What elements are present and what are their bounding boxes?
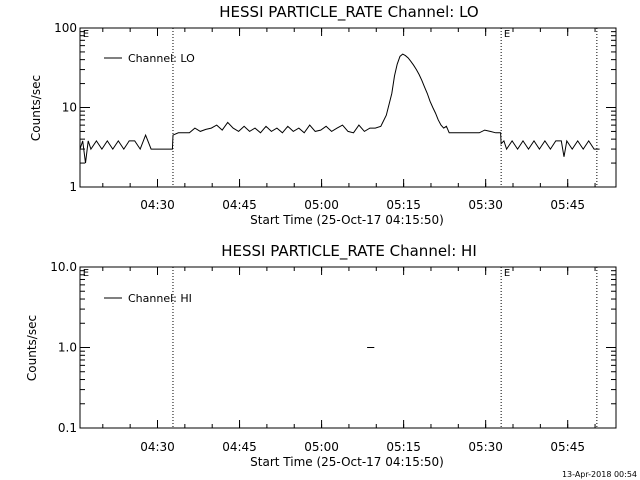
x-tick-label: 05:30 xyxy=(468,440,503,454)
legend-label: Channel: HI xyxy=(128,292,192,305)
x-tick-label: 05:15 xyxy=(386,440,421,454)
event-marker-label: E xyxy=(83,268,89,279)
event-marker-label: E xyxy=(83,29,89,40)
event-marker-label: E xyxy=(504,29,510,40)
y-tick-label: 0.1 xyxy=(58,421,77,435)
x-tick-label: 05:45 xyxy=(550,440,585,454)
y-tick-label: 10.0 xyxy=(50,260,77,274)
data-series xyxy=(79,53,600,164)
legend: Channel: LO xyxy=(104,52,195,65)
y-tick-label: 1.0 xyxy=(58,341,77,355)
timestamp: 13-Apr-2018 00:54 xyxy=(562,470,637,479)
x-tick-label: 05:00 xyxy=(304,440,339,454)
chart-title: HESSI PARTICLE_RATE Channel: HI xyxy=(221,242,477,261)
x-tick-label: 04:30 xyxy=(140,440,175,454)
axis-ticks: 04:30 04:45 05:00 05:15 05:30 05:45 1 10 100 xyxy=(54,21,616,212)
series-line xyxy=(79,53,600,164)
x-tick-label: 05:45 xyxy=(550,198,585,212)
x-tick-label: 05:15 xyxy=(386,198,421,212)
x-tick-label: 04:30 xyxy=(140,198,175,212)
x-axis-label: Start Time (25-Oct-17 04:15:50) xyxy=(250,455,444,469)
x-tick-label: 04:45 xyxy=(222,198,257,212)
chart-panel-hi: HESSI PARTICLE_RATE Channel: HI Counts/s… xyxy=(25,242,617,469)
x-tick-label: 05:30 xyxy=(468,198,503,212)
x-tick-label: 04:45 xyxy=(222,440,257,454)
y-tick-label: 10 xyxy=(62,101,77,115)
axis-ticks: 04:30 04:45 05:00 05:15 05:30 05:45 0.1 1.0 10.0 xyxy=(50,260,616,454)
x-tick-label: 05:00 xyxy=(304,198,339,212)
legend: Channel: HI xyxy=(104,292,192,305)
y-axis-label: Counts/sec xyxy=(25,315,39,381)
y-axis-label: Counts/sec xyxy=(29,75,43,141)
event-marker-label: E xyxy=(504,268,510,279)
legend-label: Channel: LO xyxy=(128,52,195,65)
chart-title: HESSI PARTICLE_RATE Channel: LO xyxy=(219,3,478,22)
y-tick-label: 1 xyxy=(69,180,77,194)
y-tick-label: 100 xyxy=(54,21,77,35)
x-axis-label: Start Time (25-Oct-17 04:15:50) xyxy=(250,213,444,227)
chart-panel-lo: HESSI PARTICLE_RATE Channel: LO Counts/s… xyxy=(29,3,617,227)
